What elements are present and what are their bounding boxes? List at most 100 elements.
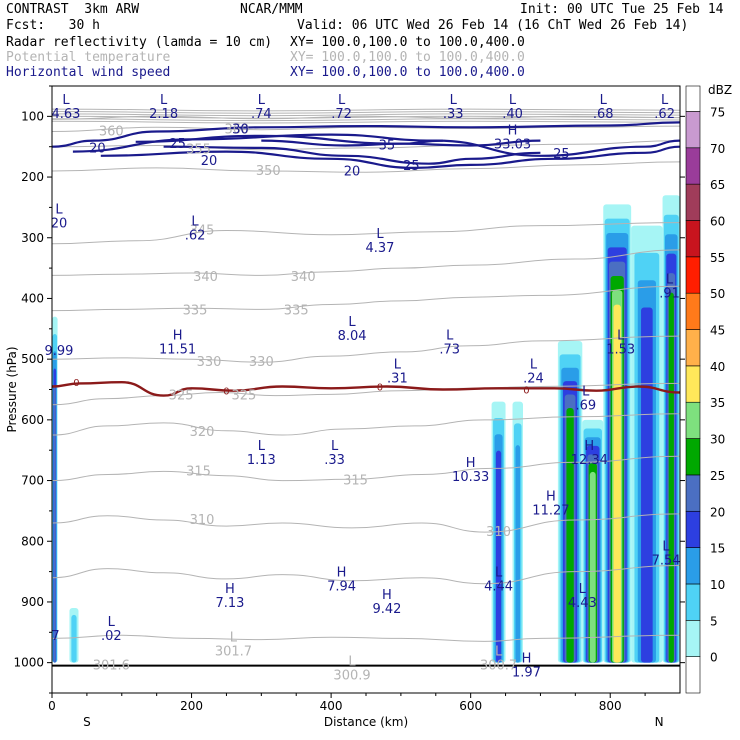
colorbar-label-15: 15	[710, 542, 725, 556]
colorbar-swatch-5	[685, 620, 701, 657]
extremum-value-29: 7.13	[215, 596, 244, 611]
wind-label-1: 25	[169, 137, 186, 152]
field-xy-reflectivity: XY= 100.0,100.0 to 100.0,400.0	[290, 35, 525, 50]
extremum-kind-5: L	[509, 93, 517, 108]
colorbar-swatch-75	[685, 111, 701, 149]
theta-contour-335-2	[52, 285, 680, 312]
theta-contour-upper-3	[52, 115, 680, 119]
zero-temperature-line	[52, 380, 680, 397]
x-tick-label-0: 0	[48, 699, 56, 713]
theta-contour-305-8	[52, 565, 680, 585]
extremum-kind-3: L	[338, 93, 346, 108]
valid-time: Valid: 06 UTC Wed 26 Feb 14 (16 ChT Wed …	[297, 18, 689, 33]
theta-contour-upper-5	[52, 120, 680, 124]
extremum-value-15: .73	[439, 343, 460, 358]
theta-contour-310-7	[52, 513, 680, 533]
extremum-value-31: 9.42	[372, 602, 401, 617]
field-name-reflectivity: Radar reflectivity (lamda = 10 cm)	[6, 35, 273, 50]
reflectivity-cell-6-40	[613, 304, 621, 663]
extremum-value-32: .02	[101, 629, 122, 644]
extremum-kind-7: L	[661, 93, 669, 108]
theta-contour-345-0	[52, 222, 680, 245]
extremum-value-3: .72	[331, 107, 352, 122]
y-tick-label-400: 400	[21, 291, 44, 305]
theta-contour-340-1	[52, 249, 680, 276]
extremum-value-1: 2.18	[149, 107, 178, 122]
theta-contour-360-11	[52, 125, 680, 132]
extremum-value-22: .33	[324, 453, 345, 468]
theta-label-3: 350	[256, 164, 281, 179]
extremum-kind-28: L	[495, 565, 503, 580]
theta-contour-350-13	[52, 161, 680, 173]
init-time: Init: 00 UTC Tue 25 Feb 14	[520, 2, 724, 17]
theta-contour-355-12	[52, 140, 680, 151]
extremum-value-23: 12.34	[571, 453, 608, 468]
theta-label-15: 315	[343, 474, 368, 489]
colorbar-swatch-10	[685, 583, 701, 621]
colorbar-label-0: 0	[710, 651, 718, 665]
extremum-value-26: 7.54	[652, 553, 681, 568]
reflectivity-cell-7-20	[641, 307, 653, 663]
theta-label-4: 345	[190, 223, 215, 238]
extremum-kind-15: L	[446, 329, 454, 344]
extremum-value-34: 1.97	[512, 666, 541, 681]
colorbar-label-5: 5	[710, 614, 718, 628]
extremum-kind-13: L	[348, 315, 356, 330]
colorbar-label-75: 75	[710, 105, 725, 119]
theta-contour-upper-1	[52, 110, 680, 114]
x-tick-label-400: 400	[320, 699, 343, 713]
extremum-kind-18: L	[394, 357, 402, 372]
theta-contour-300-9	[52, 634, 680, 642]
extremum-value-28: 4.44	[484, 579, 513, 594]
extremum-value-10: .62	[185, 229, 206, 244]
colorbar-label-20: 20	[710, 505, 725, 519]
colorbar-label-50: 50	[710, 287, 725, 301]
extremum-kind-19: L	[530, 357, 538, 372]
field-xy-wind: XY= 100.0,100.0 to 100.0,400.0	[290, 65, 525, 80]
extremum-kind-23: H	[584, 439, 594, 454]
colorbar-unit: dBZ	[708, 83, 732, 97]
extremum-value-27: 7.94	[327, 579, 356, 594]
y-tick-label-900: 900	[21, 595, 44, 609]
colorbar-label-45: 45	[710, 324, 725, 338]
zero-label-0: 0	[73, 378, 79, 389]
colorbar-swatch-40	[685, 365, 701, 403]
extremum-value-12: .91	[659, 286, 680, 301]
theta-contour-upper-0	[52, 108, 680, 112]
wind-contour-35-5	[261, 139, 443, 147]
colorbar-label-60: 60	[710, 214, 725, 228]
extremum-value-17: 9.99	[45, 344, 74, 359]
theta-label-8: 335	[284, 304, 309, 319]
y-tick-label-700: 700	[21, 474, 44, 488]
theta-label-16: 310	[190, 513, 215, 528]
zero-label-1: 0	[223, 387, 229, 398]
extremum-value-2: .74	[251, 107, 272, 122]
colorbar-swatch-60	[685, 220, 701, 258]
theta-label-17: 310	[486, 525, 511, 540]
theta-contour-315-6	[52, 455, 680, 482]
colorbar-swatch-45	[685, 329, 701, 367]
y-tick-label-300: 300	[21, 231, 44, 245]
extremum-kind-36: L	[230, 630, 238, 645]
wind-label-0: 20	[89, 141, 106, 156]
extremum-kind-8: H	[508, 124, 518, 139]
field-name-wind: Horizontal wind speed	[6, 65, 171, 80]
zero-label-3: 0	[523, 386, 529, 397]
theta-label-13: 320	[190, 425, 215, 440]
wind-contour-30-4	[135, 134, 541, 147]
extremum-value-16: 1.53	[606, 343, 635, 358]
colorbar-label-25: 25	[710, 469, 725, 483]
wind-label-2: 30	[232, 122, 249, 137]
extremum-value-33: 7	[51, 629, 59, 644]
extremum-value-8: 33.03	[494, 138, 531, 153]
colorbar-label-65: 65	[710, 178, 725, 192]
theta-label-7: 335	[183, 304, 208, 319]
y-axis-label: Pressure (hPa)	[5, 346, 19, 432]
reflectivity-cell-1-10	[71, 614, 77, 663]
extremum-kind-32: L	[108, 615, 116, 630]
wind-contour-25-3	[163, 145, 541, 165]
colorbar-label-40: 40	[710, 360, 725, 374]
wind-label-5: 25	[403, 159, 420, 174]
center-label: NCAR/MMM	[240, 2, 303, 17]
